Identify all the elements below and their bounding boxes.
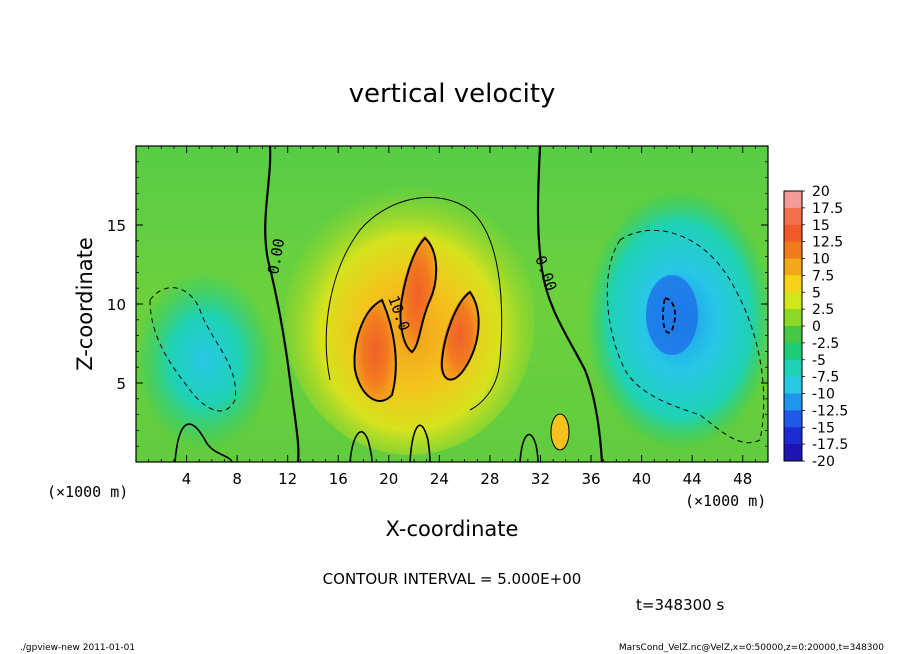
colorbar-label: -2.5	[812, 336, 839, 352]
colorbar-label: 5	[812, 285, 821, 301]
colorbar: 2017.51512.5107.552.50-2.5-5-7.5-10-12.5…	[783, 184, 848, 470]
contour-updraft-outer	[325, 197, 503, 411]
colorbar-label: 12.5	[812, 235, 843, 251]
contour-neg-east	[606, 229, 765, 444]
colorbar-label: 0	[812, 319, 821, 335]
contour-bottom-fingers	[349, 424, 539, 462]
x-tick-label: 8	[232, 470, 242, 488]
colorbar-label: 7.5	[812, 268, 834, 284]
plot-area	[136, 146, 768, 462]
contour-small-updraft	[550, 413, 570, 451]
x-tick-label: 4	[182, 470, 192, 488]
contour-neg-east-core	[662, 296, 676, 334]
x-tick-label: 20	[379, 470, 398, 488]
contour-core-2	[399, 236, 438, 354]
time-text: t=348300 s	[636, 596, 724, 614]
colorbar-label: 20	[812, 184, 830, 200]
field-west-shade	[136, 270, 275, 450]
colorbar-swatch	[784, 427, 802, 445]
field-core-3	[439, 290, 480, 381]
colorbar-label: 10	[812, 252, 830, 268]
contour-core-3	[440, 290, 480, 381]
colorbar-swatch	[784, 326, 802, 344]
x-unit-label-right: (×1000 m)	[685, 492, 766, 510]
x-tick-label: 48	[733, 470, 752, 488]
colorbar-swatch	[784, 444, 802, 462]
colorbar-label: -7.5	[812, 370, 839, 386]
colorbar-label: -5	[812, 353, 826, 369]
colorbar-label: 2.5	[812, 302, 834, 318]
y-tick-label: 10	[107, 296, 126, 314]
colorbar-swatch	[784, 191, 802, 209]
y-axis-label: Z-coordinate	[73, 237, 97, 371]
colorbar-swatch	[784, 376, 802, 394]
y-tick-label: 15	[107, 217, 126, 235]
colorbar-swatch	[784, 258, 802, 276]
colorbar-swatch	[784, 292, 802, 310]
contour-zero-west	[264, 146, 300, 462]
footer-left: ./gpview-new 2011-01-01	[20, 643, 135, 653]
colorbar-swatch	[784, 224, 802, 243]
contour-zero-east	[536, 146, 604, 462]
field-east-core	[646, 275, 698, 355]
field-core-1	[354, 300, 396, 401]
x-axis-label: X-coordinate	[386, 517, 519, 541]
colorbar-label: -12.5	[812, 403, 848, 419]
x-tick-label: 16	[329, 470, 348, 488]
colorbar-label: -15	[812, 420, 835, 436]
chart-title: vertical velocity	[349, 79, 556, 109]
field-core-2	[398, 235, 438, 355]
contour-zero-bottom	[174, 423, 233, 462]
contour-label-zero-west: 0.00	[264, 237, 288, 276]
colorbar-swatch	[784, 342, 802, 361]
x-tick-label: 24	[430, 470, 449, 488]
contour-interval-text: CONTOUR INTERVAL = 5.000E+00	[323, 570, 582, 588]
x-tick-label: 40	[632, 470, 651, 488]
footer-right: MarsCond_VelZ.nc@VelZ,x=0:50000,z=0:2000…	[619, 643, 884, 653]
contour-neg-west	[149, 287, 237, 412]
contour-core-1	[353, 298, 397, 402]
colorbar-label: -20	[812, 454, 835, 470]
colorbar-swatch	[784, 207, 802, 226]
field-small-updraft	[551, 414, 569, 450]
colorbar-label: -17.5	[812, 437, 848, 453]
colorbar-label: -10	[812, 387, 835, 403]
x-tick-label: 12	[278, 470, 297, 488]
y-axis-ticks: 5 10 15	[107, 161, 768, 447]
colorbar-swatch	[784, 359, 802, 378]
colorbar-label: 15	[812, 218, 830, 234]
colorbar-swatch	[784, 393, 802, 411]
x-tick-label: 28	[480, 470, 499, 488]
colorbar-swatch	[784, 275, 802, 293]
y-tick-label: 5	[116, 375, 126, 393]
x-tick-label: 36	[581, 470, 600, 488]
x-unit-label-left: (×1000 m)	[47, 483, 128, 501]
colorbar-swatch	[784, 410, 802, 428]
colorbar-label: 17.5	[812, 201, 843, 217]
colorbar-swatch	[784, 241, 802, 259]
x-tick-label: 44	[683, 470, 702, 488]
x-axis-ticks: 4 8 12 16 20 24 28 32 36 40 44 48	[148, 146, 756, 488]
colorbar-swatch	[784, 309, 802, 327]
x-tick-label: 32	[531, 470, 550, 488]
